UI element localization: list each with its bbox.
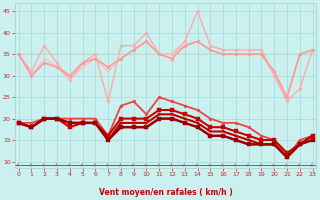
X-axis label: Vent moyen/en rafales ( km/h ): Vent moyen/en rafales ( km/h ): [99, 188, 232, 197]
